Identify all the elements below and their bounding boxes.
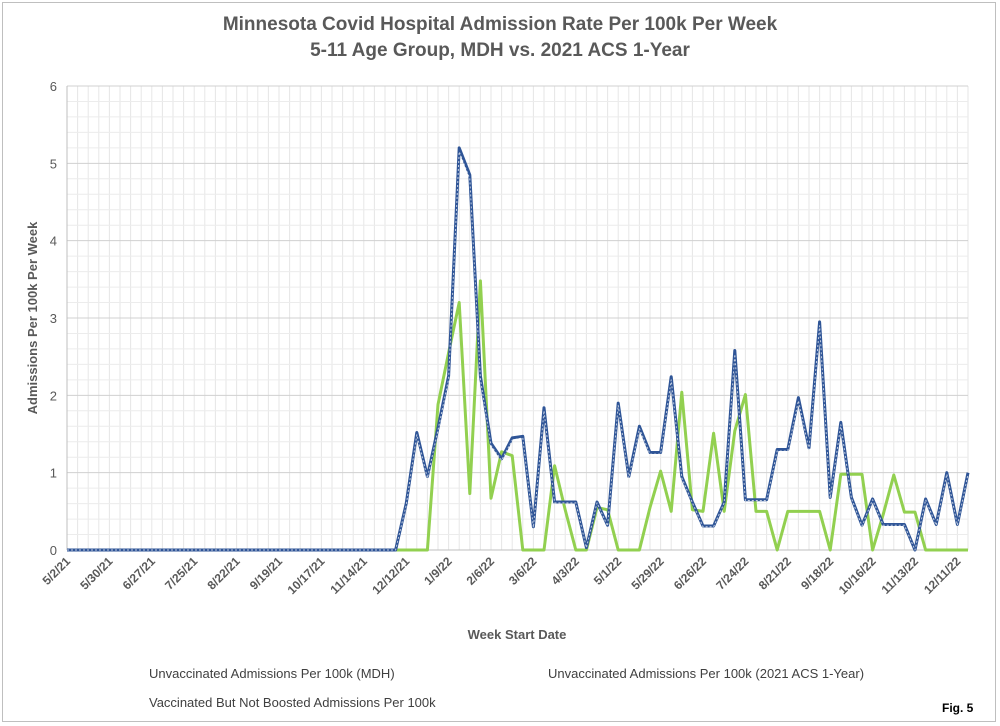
x-tick-label: 2/6/22 <box>464 554 498 588</box>
y-tick-label: 2 <box>50 388 57 403</box>
x-tick-label: 10/17/21 <box>285 554 328 597</box>
y-tick-label: 0 <box>50 543 57 558</box>
gridlines <box>66 85 969 551</box>
x-tick-label: 7/25/21 <box>162 554 200 592</box>
y-tick-label: 5 <box>50 156 57 171</box>
x-tick-label: 5/1/22 <box>591 554 625 588</box>
legend-label-unvaccinated-acs: Unvaccinated Admissions Per 100k (2021 A… <box>548 666 865 681</box>
series-lines <box>67 146 970 552</box>
x-tick-label: 6/27/21 <box>120 554 158 592</box>
x-tick-label: 10/16/22 <box>836 554 879 597</box>
chart-title: Minnesota Covid Hospital Admission Rate … <box>222 14 778 35</box>
y-tick-label: 1 <box>50 466 57 481</box>
y-tick-label: 6 <box>50 79 57 94</box>
y-axis-label: Admissions Per 100k Per Week <box>25 221 40 414</box>
x-tick-label: 1/9/22 <box>421 554 455 588</box>
x-tick-label: 3/6/22 <box>506 554 540 588</box>
x-tick-label: 4/3/22 <box>548 554 582 588</box>
x-tick-label: 5/30/21 <box>77 554 115 592</box>
legend-label-unvaccinated-mdh: Unvaccinated Admissions Per 100k (MDH) <box>149 666 395 681</box>
x-tick-label: 9/18/22 <box>798 554 836 592</box>
x-tick-label: 11/13/22 <box>879 554 922 597</box>
legend-label-vaccinated-not-boosted: Vaccinated But Not Boosted Admissions Pe… <box>149 695 436 710</box>
figure-label: Fig. 5 <box>942 701 974 715</box>
x-tick-label: 5/2/21 <box>40 554 74 588</box>
x-tick-label: 11/14/21 <box>327 554 370 597</box>
series-line-2 <box>67 279 968 552</box>
x-tick-label: 9/19/21 <box>247 554 285 592</box>
x-tick-label: 12/11/22 <box>921 554 964 597</box>
x-tick-label: 12/12/21 <box>369 554 412 597</box>
x-tick-label: 8/22/21 <box>205 554 243 592</box>
series-line-1 <box>67 151 969 551</box>
chart-subtitle: 5-11 Age Group, MDH vs. 2021 ACS 1-Year <box>310 40 690 61</box>
x-tick-label: 7/24/22 <box>713 554 751 592</box>
y-tick-label: 4 <box>50 234 57 249</box>
y-tick-label: 3 <box>50 311 57 326</box>
x-tick-label: 5/29/22 <box>629 554 667 592</box>
x-axis-label: Week Start Date <box>468 627 567 642</box>
x-tick-label: 8/21/22 <box>756 554 794 592</box>
x-tick-label: 6/26/22 <box>671 554 709 592</box>
